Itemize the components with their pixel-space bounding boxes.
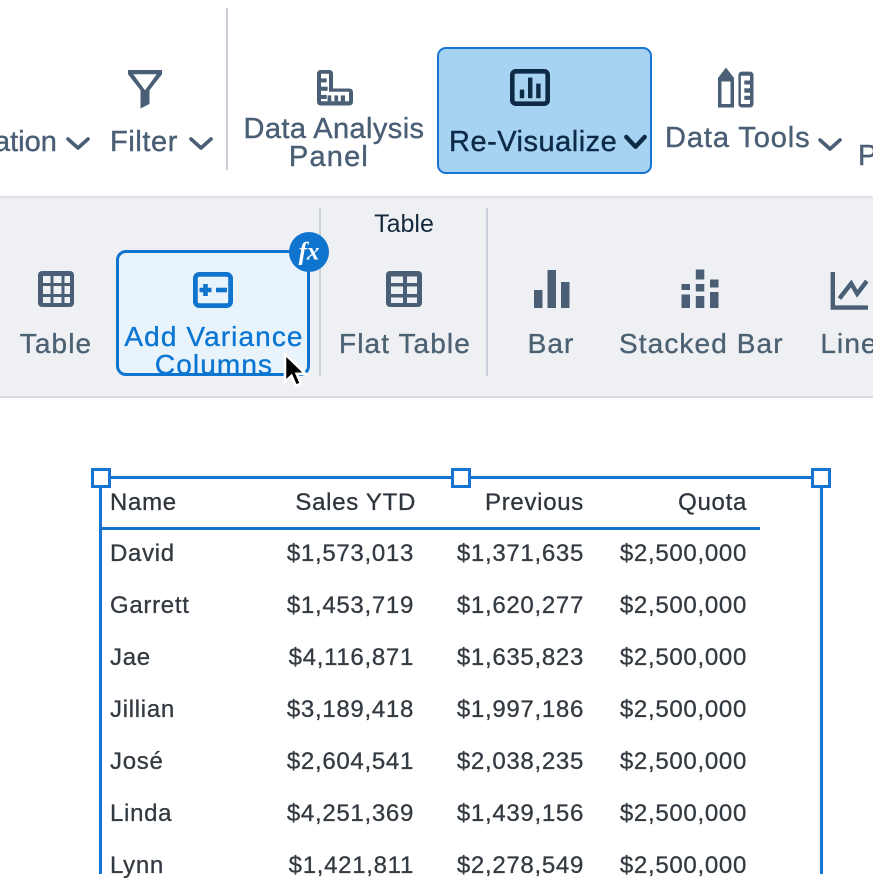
- svg-text:fx: fx: [299, 239, 320, 266]
